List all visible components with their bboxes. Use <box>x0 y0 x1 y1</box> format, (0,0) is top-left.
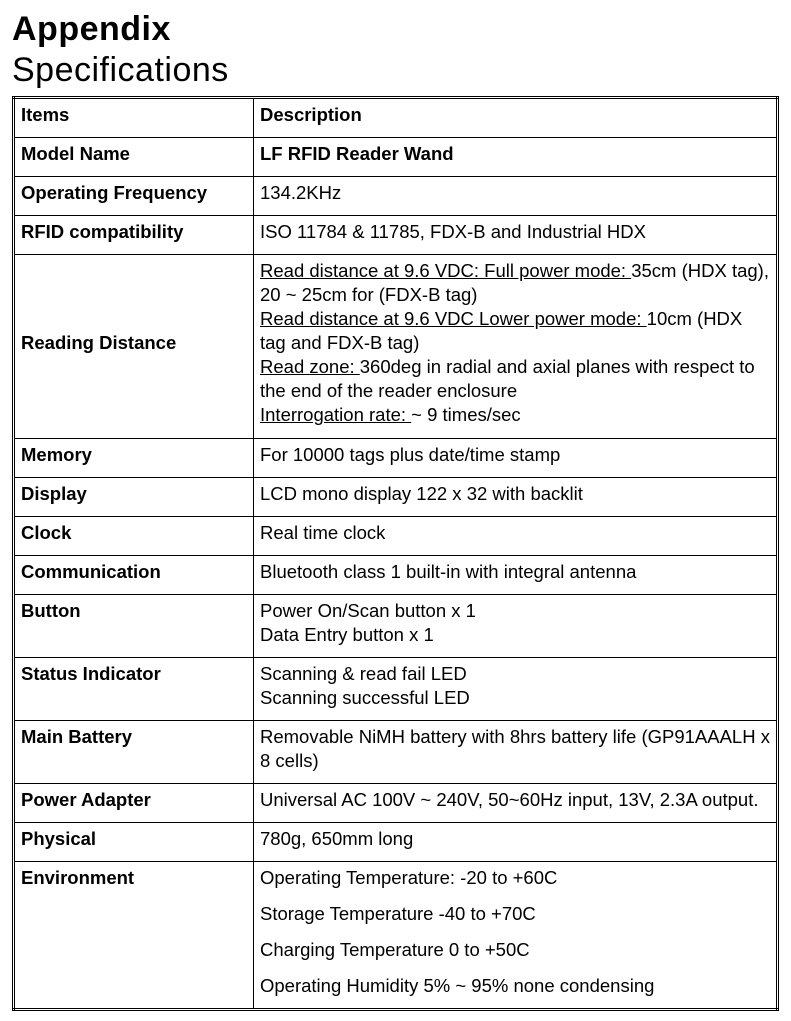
cell-item: Operating Frequency <box>14 177 254 216</box>
cell-desc: Power On/Scan button x 1 Data Entry butt… <box>254 594 778 657</box>
cell-item: Main Battery <box>14 720 254 783</box>
cell-desc: Removable NiMH battery with 8hrs battery… <box>254 720 778 783</box>
status-line: Scanning & read fail LED <box>260 662 770 686</box>
cell-desc: Real time clock <box>254 516 778 555</box>
cell-item: Status Indicator <box>14 657 254 720</box>
env-line: Charging Temperature 0 to +50C <box>260 938 770 962</box>
header-description: Description <box>254 98 778 138</box>
cell-desc: LCD mono display 122 x 32 with backlit <box>254 477 778 516</box>
env-line: Operating Temperature: -20 to +60C <box>260 866 770 890</box>
header-items: Items <box>14 98 254 138</box>
table-row: Model Name LF RFID Reader Wand <box>14 138 778 177</box>
cell-desc: Bluetooth class 1 built-in with integral… <box>254 555 778 594</box>
rd-text: ~ 9 times/sec <box>411 404 521 425</box>
cell-desc: Operating Temperature: -20 to +60C Stora… <box>254 862 778 1010</box>
cell-item: Model Name <box>14 138 254 177</box>
cell-item: Environment <box>14 862 254 1010</box>
button-line: Power On/Scan button x 1 <box>260 599 770 623</box>
env-line: Operating Humidity 5% ~ 95% none condens… <box>260 974 770 998</box>
rd-label: Read zone: <box>260 356 360 377</box>
cell-item: RFID compatibility <box>14 216 254 255</box>
cell-item: Reading Distance <box>14 255 254 438</box>
table-row: Clock Real time clock <box>14 516 778 555</box>
heading-specifications: Specifications <box>12 51 779 90</box>
table-row-status: Status Indicator Scanning & read fail LE… <box>14 657 778 720</box>
cell-desc: 134.2KHz <box>254 177 778 216</box>
cell-item: Display <box>14 477 254 516</box>
cell-desc: LF RFID Reader Wand <box>254 138 778 177</box>
table-row-environment: Environment Operating Temperature: -20 t… <box>14 862 778 1010</box>
table-row-button: Button Power On/Scan button x 1 Data Ent… <box>14 594 778 657</box>
cell-item: Communication <box>14 555 254 594</box>
cell-desc: ISO 11784 & 11785, FDX-B and Industrial … <box>254 216 778 255</box>
cell-item: Memory <box>14 438 254 477</box>
cell-item: Power Adapter <box>14 783 254 822</box>
table-row: Physical 780g, 650mm long <box>14 823 778 862</box>
env-line: Storage Temperature -40 to +70C <box>260 902 770 926</box>
status-line: Scanning successful LED <box>260 686 770 710</box>
table-header-row: Items Description <box>14 98 778 138</box>
table-row: Power Adapter Universal AC 100V ~ 240V, … <box>14 783 778 822</box>
cell-desc: 780g, 650mm long <box>254 823 778 862</box>
rd-label: Interrogation rate: <box>260 404 411 425</box>
table-row: Memory For 10000 tags plus date/time sta… <box>14 438 778 477</box>
heading-appendix: Appendix <box>12 10 779 49</box>
specifications-table: Items Description Model Name LF RFID Rea… <box>12 96 779 1011</box>
cell-desc: Universal AC 100V ~ 240V, 50~60Hz input,… <box>254 783 778 822</box>
table-row-reading-distance: Reading Distance Read distance at 9.6 VD… <box>14 255 778 438</box>
cell-desc: Scanning & read fail LED Scanning succes… <box>254 657 778 720</box>
table-row: Communication Bluetooth class 1 built-in… <box>14 555 778 594</box>
cell-item: Button <box>14 594 254 657</box>
button-line: Data Entry button x 1 <box>260 623 770 647</box>
table-row: Main Battery Removable NiMH battery with… <box>14 720 778 783</box>
rd-label: Read distance at 9.6 VDC Lower power mod… <box>260 308 647 329</box>
cell-desc: Read distance at 9.6 VDC: Full power mod… <box>254 255 778 438</box>
table-row: Operating Frequency 134.2KHz <box>14 177 778 216</box>
table-row: Display LCD mono display 122 x 32 with b… <box>14 477 778 516</box>
cell-item: Clock <box>14 516 254 555</box>
cell-item: Physical <box>14 823 254 862</box>
cell-desc: For 10000 tags plus date/time stamp <box>254 438 778 477</box>
table-row: RFID compatibility ISO 11784 & 11785, FD… <box>14 216 778 255</box>
rd-label: Read distance at 9.6 VDC: Full power mod… <box>260 260 631 281</box>
